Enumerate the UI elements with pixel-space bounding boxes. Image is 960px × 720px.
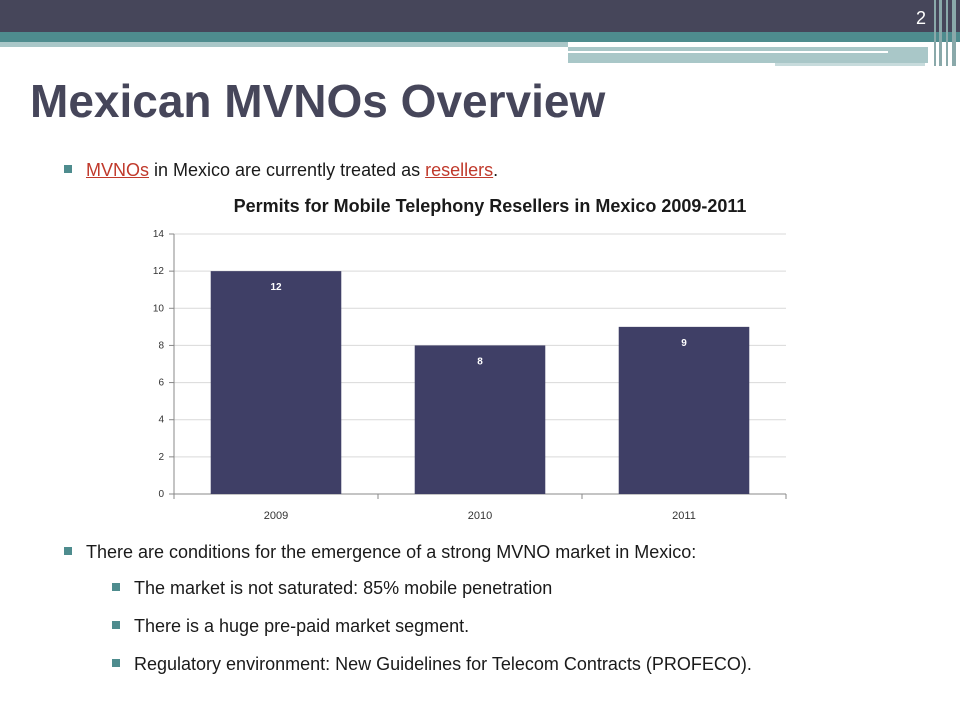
conditions-text: There are conditions for the emergence o… (86, 542, 697, 562)
bar-2009 (210, 271, 342, 494)
sub-bullet-text: The market is not saturated: 85% mobile … (134, 578, 553, 598)
y-tick-label: 6 (158, 378, 164, 389)
intro-text-2: . (493, 160, 499, 180)
resellers-link[interactable]: resellers (425, 160, 494, 180)
header-bar (0, 0, 960, 32)
y-tick-label: 2 (158, 452, 164, 463)
data-label: 12 (270, 282, 282, 293)
y-tick-label: 0 (158, 489, 164, 500)
y-tick-label: 8 (158, 340, 164, 351)
y-tick-label: 4 (158, 415, 164, 426)
sub-bullet-text: Regulatory environment: New Guidelines f… (134, 654, 752, 674)
y-tick-label: 10 (153, 303, 165, 314)
bar-chart: 0 2 4 6 8 10 12 14 12 2009 8 2010 9 2011 (153, 229, 787, 522)
sub-bullet-regulatory: Regulatory environment: New Guidelines f… (112, 654, 752, 675)
accent-strip (0, 32, 960, 42)
y-tick-label: 14 (153, 229, 165, 240)
square-bullet-icon (64, 165, 72, 173)
sub-bullet-prepaid: There is a huge pre-paid market segment. (112, 616, 469, 637)
sub-bullet-saturation: The market is not saturated: 85% mobile … (112, 578, 552, 599)
intro-bullet: MVNOs in Mexico are currently treated as… (64, 160, 498, 181)
square-bullet-icon (112, 583, 120, 591)
accent-strip-line (568, 51, 888, 53)
accent-strip-thin (775, 63, 925, 66)
square-bullet-icon (112, 659, 120, 667)
accent-strip-right (568, 47, 928, 63)
slide-number: 2 (915, 8, 926, 28)
chart-title: Permits for Mobile Telephony Resellers i… (233, 196, 747, 216)
accent-strip-light (0, 42, 568, 47)
square-bullet-icon (112, 621, 120, 629)
x-tick-label: 2011 (672, 510, 696, 522)
square-bullet-icon (64, 547, 72, 555)
data-label: 8 (477, 356, 483, 367)
y-tick-label: 12 (153, 266, 165, 277)
mvnos-link[interactable]: MVNOs (86, 160, 149, 180)
intro-text-1: in Mexico are currently treated as (149, 160, 426, 180)
sub-bullet-text: There is a huge pre-paid market segment. (134, 616, 470, 636)
bar-2010 (414, 345, 546, 494)
x-tick-label: 2009 (264, 510, 288, 522)
data-label: 9 (681, 338, 687, 349)
conditions-bullet: There are conditions for the emergence o… (64, 542, 696, 563)
decorative-lines (928, 0, 960, 66)
slide-title: Mexican MVNOs Overview (30, 75, 606, 127)
bar-2011 (618, 326, 750, 494)
x-tick-label: 2010 (468, 510, 492, 522)
